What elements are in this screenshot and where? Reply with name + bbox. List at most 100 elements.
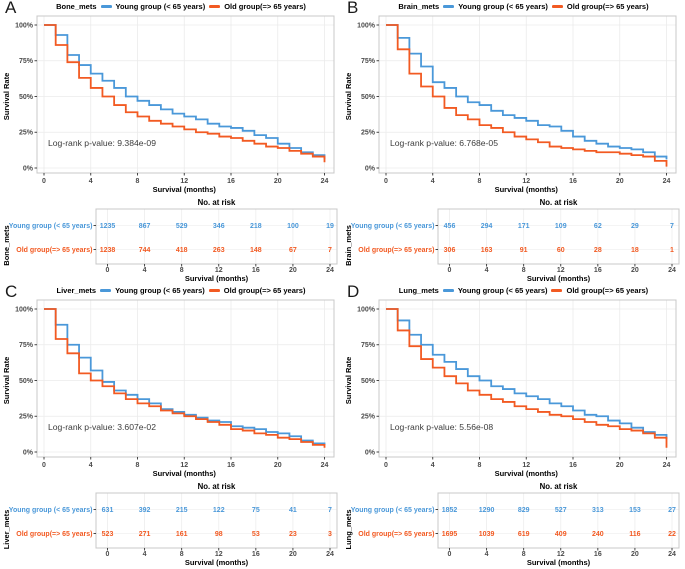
risk-count-old: 1039	[479, 531, 495, 538]
pvalue-annotation: Log-rank p-value: 5.56e-08	[390, 422, 493, 432]
x-tick-label: 20	[616, 178, 624, 185]
risk-count-young: 7	[328, 507, 332, 514]
risk-count-young: 7	[670, 223, 674, 230]
plot-border	[36, 15, 335, 174]
risk-x-tick-label: 0	[448, 551, 452, 558]
plot-border	[378, 15, 677, 174]
plot-background	[379, 16, 676, 173]
young-group-line-swatch	[442, 289, 454, 292]
y-tick-label: 100%	[357, 22, 376, 29]
risk-x-axis-label: Survival (months)	[527, 558, 591, 567]
risk-x-tick-label: 8	[522, 267, 526, 274]
risk-row-label-old: Old group(=> 65 years)	[358, 247, 434, 254]
risk-count-old: 161	[176, 531, 188, 538]
y-tick-label: 50%	[19, 94, 34, 101]
risk-count-young: 1235	[100, 223, 116, 230]
old-group-line-swatch	[551, 289, 563, 292]
legend-label-old: Old group(=> 65 years)	[224, 2, 306, 11]
panel-letter: D	[347, 284, 360, 301]
plot-border	[36, 299, 335, 458]
km-plot-liver-mets: 0% 25% 50% 75% 100% 0 4 8 12 16 20 24 Survival (mont…	[2, 299, 338, 567]
y-tick-label: 50%	[361, 94, 376, 101]
risk-count-old: 148	[250, 247, 262, 254]
panel-letter: C	[5, 284, 18, 301]
y-tick-label: 75%	[19, 58, 34, 65]
x-tick-label: 4	[431, 178, 435, 185]
legend-label-young: Young group (< 65 years)	[457, 286, 548, 295]
risk-count-young: 27	[668, 507, 676, 514]
x-tick-label: 4	[431, 462, 435, 469]
x-axis-label: Survival (months)	[495, 185, 559, 194]
x-tick-label: 0	[384, 462, 388, 469]
panel-lung-mets: D Lung_mets Young group (< 65 years) Old…	[342, 284, 685, 569]
risk-row-label-young: Young group (< 65 years)	[351, 223, 435, 230]
risk-table-header: No. at risk	[198, 198, 236, 207]
risk-count-old: 60	[557, 247, 565, 254]
x-tick-label: 24	[663, 178, 671, 185]
x-tick-label: 24	[321, 178, 329, 185]
risk-count-old: 53	[252, 531, 260, 538]
x-tick-label: 8	[478, 462, 482, 469]
risk-count-old: 523	[102, 531, 114, 538]
old-group-line-swatch	[208, 289, 220, 292]
old-group-line-swatch	[551, 5, 563, 8]
panel-liver-mets: C Liver_mets Young group (< 65 years) Ol…	[0, 284, 342, 569]
plot-background	[37, 16, 334, 173]
risk-x-tick-label: 12	[557, 267, 565, 274]
y-tick-label: 75%	[19, 342, 34, 349]
risk-x-tick-label: 24	[668, 551, 676, 558]
risk-x-tick-label: 12	[215, 551, 223, 558]
survival-curve-old	[44, 24, 326, 163]
risk-count-young: 456	[444, 223, 456, 230]
y-tick-label: 0%	[365, 449, 376, 456]
y-axis-label: Survival Rate	[344, 73, 353, 121]
y-tick-label: 0%	[23, 165, 34, 172]
survival-curve-old	[44, 308, 326, 448]
risk-strip-label: Bone_mets	[2, 225, 11, 265]
y-axis-label: Survival Rate	[344, 357, 353, 405]
risk-row-label-old: Old group(=> 65 years)	[16, 531, 92, 538]
risk-table-background	[96, 493, 337, 548]
risk-count-young: 218	[250, 223, 262, 230]
x-tick-label: 0	[384, 178, 388, 185]
risk-table-background	[96, 209, 337, 264]
risk-table-header: No. at risk	[540, 198, 578, 207]
risk-row-label-young: Young group (< 65 years)	[351, 507, 435, 514]
x-tick-label: 8	[136, 462, 140, 469]
risk-count-young: 62	[594, 223, 602, 230]
x-tick-label: 12	[522, 462, 530, 469]
risk-table-border	[437, 492, 680, 549]
legend-title: Bone_mets	[56, 2, 97, 11]
plot-border	[378, 299, 677, 458]
risk-count-old: 28	[594, 247, 602, 254]
x-tick-label: 0	[42, 178, 46, 185]
risk-count-young: 215	[176, 507, 188, 514]
risk-table-border	[437, 208, 680, 265]
risk-x-tick-label: 24	[326, 551, 334, 558]
x-tick-label: 24	[663, 462, 671, 469]
risk-count-young: 631	[102, 507, 114, 514]
survival-curve-young	[386, 24, 668, 160]
y-tick-label: 0%	[365, 165, 376, 172]
legend: Brain_mets Young group (< 65 years) Old …	[362, 2, 685, 11]
risk-count-old: 418	[176, 247, 188, 254]
risk-count-young: 346	[213, 223, 225, 230]
risk-table-background	[438, 209, 679, 264]
y-tick-label: 25%	[19, 414, 34, 421]
y-tick-label: 100%	[15, 22, 34, 29]
risk-count-young: 1290	[479, 507, 495, 514]
legend-title: Brain_mets	[398, 2, 440, 11]
risk-x-tick-label: 8	[180, 267, 184, 274]
y-axis-label: Survival Rate	[2, 357, 11, 405]
risk-table-border	[95, 492, 338, 549]
risk-count-young: 100	[287, 223, 299, 230]
risk-table-border	[95, 208, 338, 265]
risk-count-young: 122	[213, 507, 225, 514]
legend-label-old: Old group(=> 65 years)	[566, 286, 649, 295]
risk-count-young: 41	[289, 507, 297, 514]
risk-count-young: 109	[555, 223, 567, 230]
risk-x-tick-label: 8	[522, 551, 526, 558]
risk-count-young: 1852	[442, 507, 458, 514]
risk-x-tick-label: 4	[485, 551, 489, 558]
risk-count-old: 263	[213, 247, 225, 254]
